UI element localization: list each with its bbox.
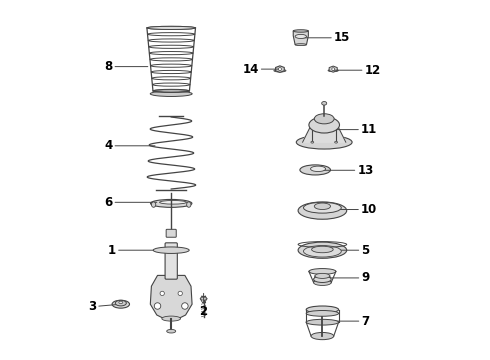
Ellipse shape	[295, 44, 306, 46]
Ellipse shape	[296, 135, 352, 149]
Ellipse shape	[314, 276, 331, 283]
Ellipse shape	[315, 273, 330, 278]
Ellipse shape	[274, 69, 286, 72]
Text: 1: 1	[108, 244, 157, 257]
Text: 6: 6	[104, 196, 157, 209]
Ellipse shape	[314, 114, 334, 124]
Polygon shape	[275, 66, 284, 72]
Polygon shape	[293, 31, 308, 45]
Ellipse shape	[335, 141, 338, 143]
FancyBboxPatch shape	[165, 243, 177, 279]
Text: 2: 2	[199, 293, 208, 318]
Ellipse shape	[314, 203, 330, 210]
Text: 5: 5	[322, 244, 370, 257]
Ellipse shape	[150, 91, 192, 96]
Ellipse shape	[306, 319, 339, 325]
Circle shape	[178, 291, 182, 296]
Ellipse shape	[153, 247, 189, 253]
Circle shape	[182, 303, 188, 309]
Ellipse shape	[151, 202, 156, 207]
Ellipse shape	[328, 69, 339, 72]
Ellipse shape	[162, 316, 180, 321]
Ellipse shape	[312, 246, 333, 253]
Ellipse shape	[311, 166, 326, 172]
Circle shape	[278, 68, 281, 71]
Ellipse shape	[150, 199, 192, 207]
Text: 8: 8	[104, 60, 148, 73]
Ellipse shape	[147, 26, 196, 30]
Ellipse shape	[306, 306, 339, 313]
Polygon shape	[329, 66, 337, 72]
Ellipse shape	[300, 165, 330, 175]
Ellipse shape	[309, 117, 340, 133]
Ellipse shape	[119, 301, 123, 303]
Ellipse shape	[160, 201, 187, 204]
Ellipse shape	[112, 300, 129, 308]
FancyBboxPatch shape	[166, 229, 176, 237]
Text: 12: 12	[333, 64, 381, 77]
Text: 15: 15	[301, 31, 350, 44]
Ellipse shape	[321, 102, 327, 105]
Ellipse shape	[153, 90, 190, 92]
Text: 10: 10	[322, 203, 377, 216]
Ellipse shape	[306, 310, 339, 316]
Ellipse shape	[303, 246, 342, 257]
Text: 9: 9	[322, 271, 370, 284]
Ellipse shape	[167, 329, 176, 333]
Text: 14: 14	[242, 63, 279, 76]
Ellipse shape	[298, 242, 347, 258]
Text: 11: 11	[324, 123, 377, 136]
Polygon shape	[150, 275, 192, 319]
Circle shape	[332, 68, 335, 71]
Ellipse shape	[295, 34, 306, 39]
Ellipse shape	[303, 202, 342, 213]
Ellipse shape	[293, 30, 308, 32]
Ellipse shape	[309, 269, 336, 274]
Text: 13: 13	[315, 164, 374, 177]
Text: 3: 3	[88, 300, 121, 313]
Text: 7: 7	[322, 315, 369, 328]
Circle shape	[160, 291, 164, 296]
Ellipse shape	[314, 280, 331, 285]
Ellipse shape	[200, 297, 207, 300]
Polygon shape	[303, 128, 346, 142]
Ellipse shape	[311, 333, 334, 340]
Ellipse shape	[115, 300, 126, 306]
Ellipse shape	[187, 202, 191, 207]
Ellipse shape	[298, 202, 347, 219]
Text: 4: 4	[104, 139, 155, 152]
Circle shape	[154, 303, 161, 309]
Ellipse shape	[311, 141, 314, 143]
